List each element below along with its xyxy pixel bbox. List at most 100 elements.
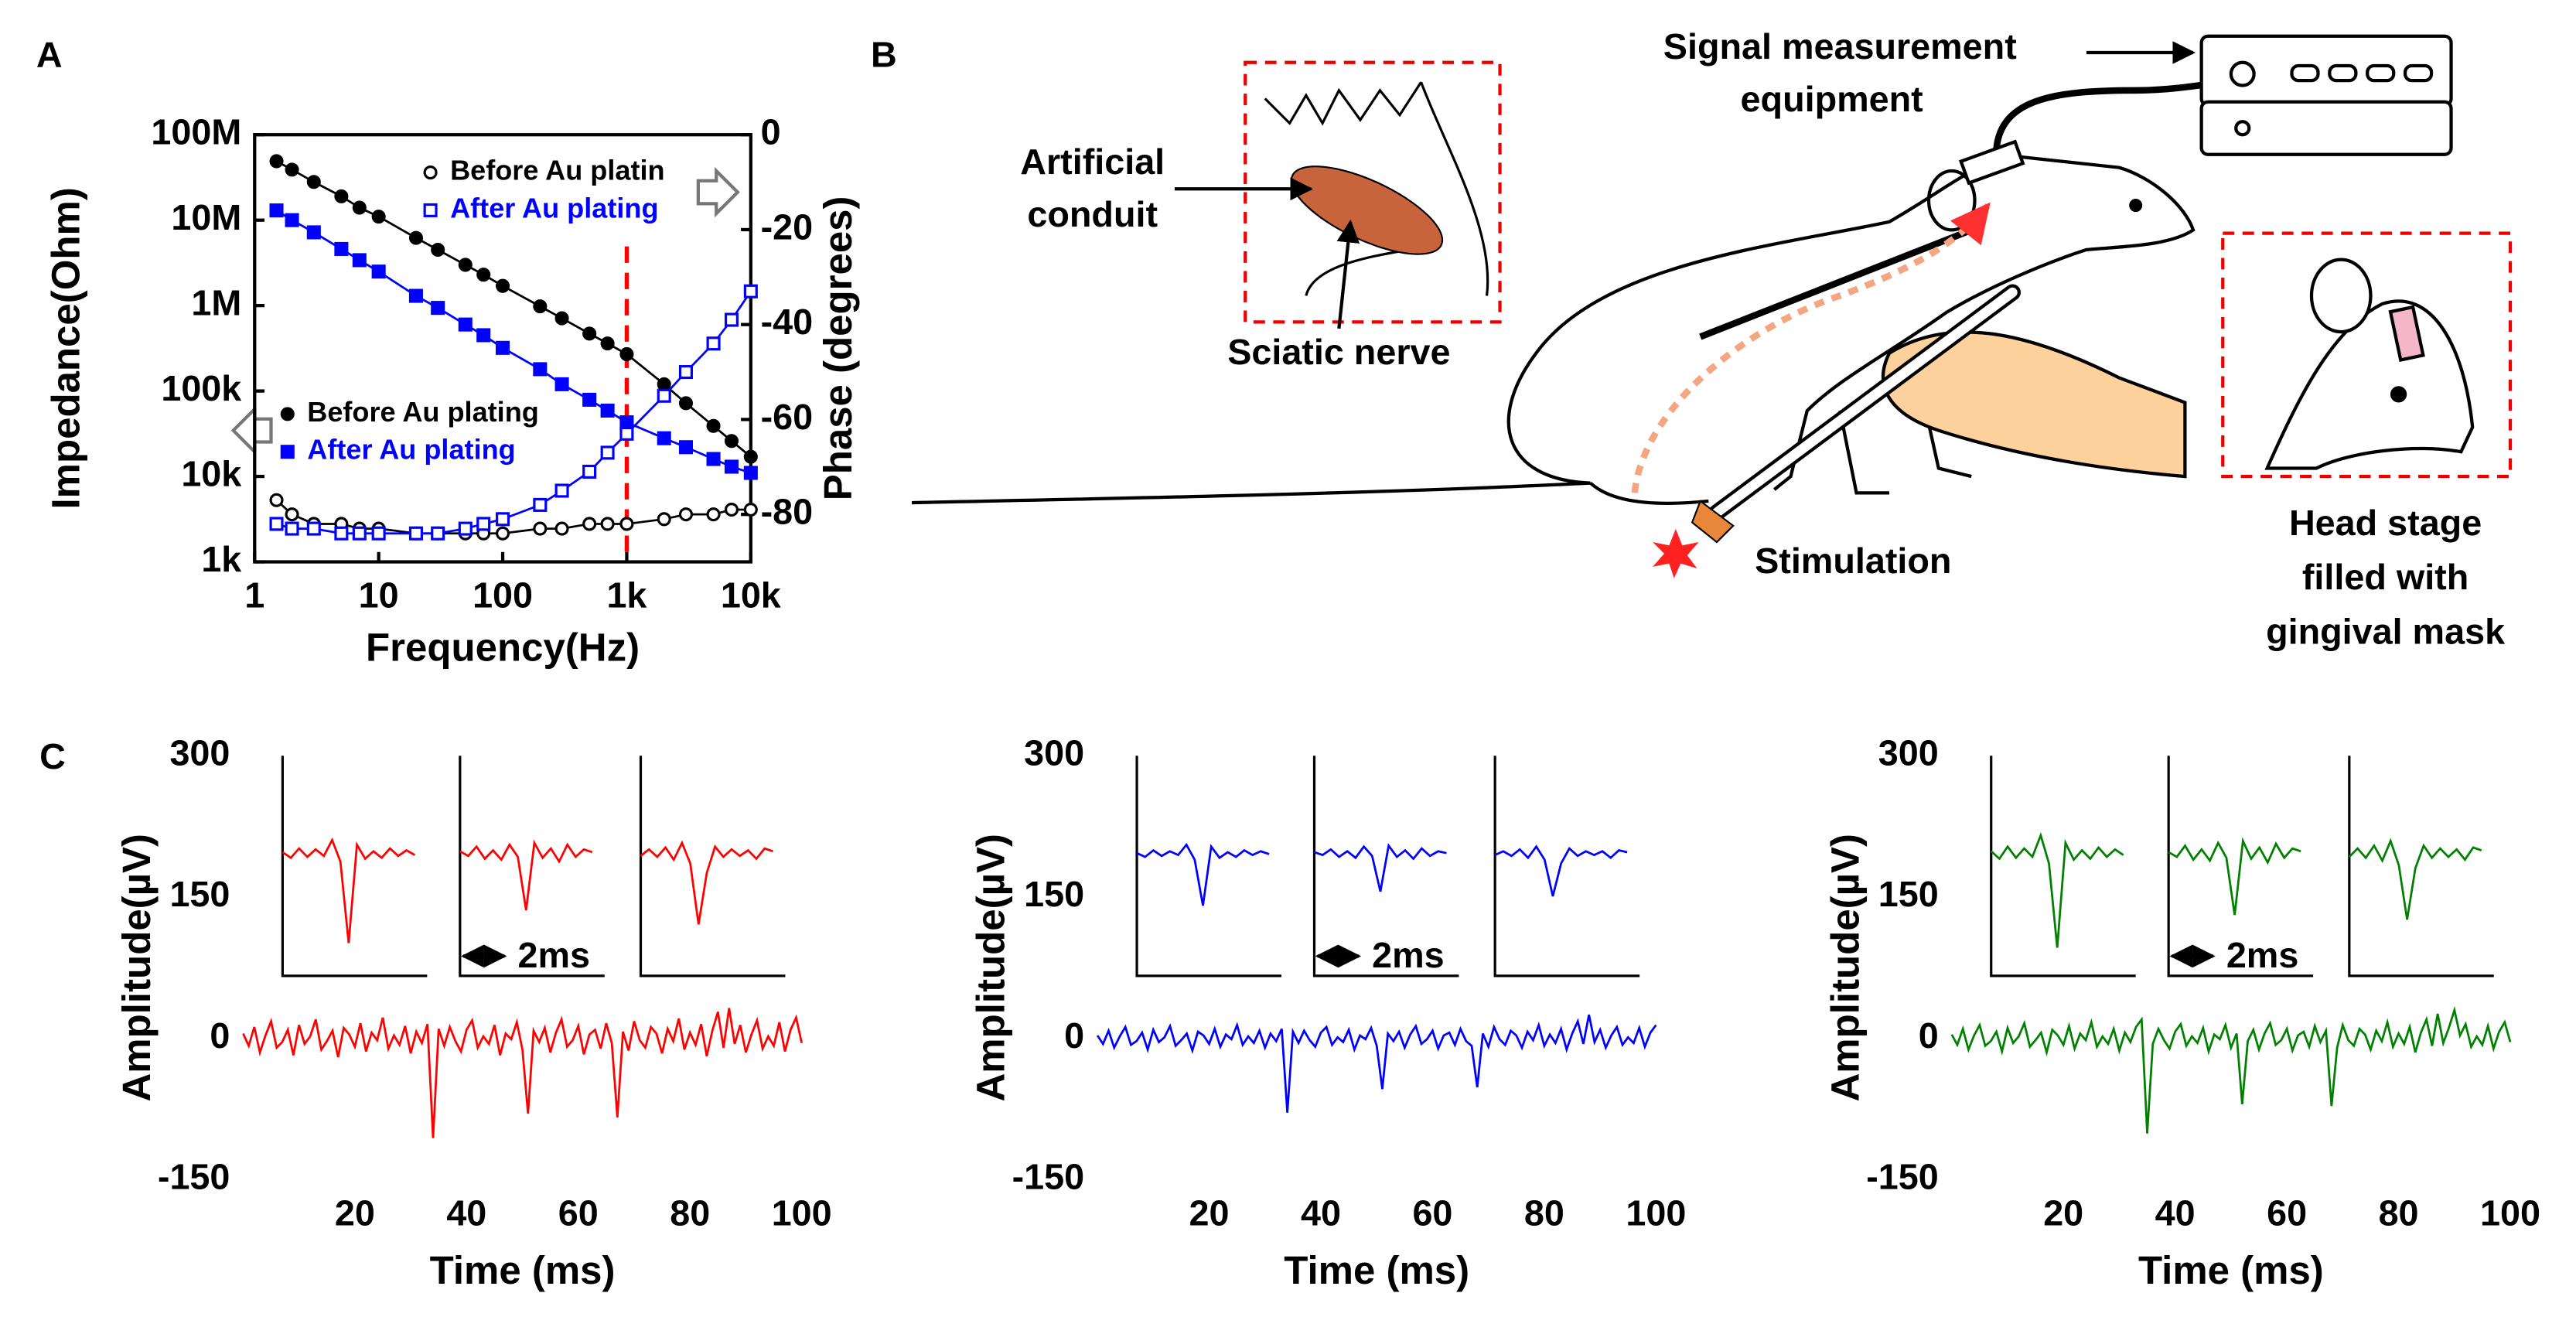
marker [334, 241, 349, 256]
scale-bar-label: 2ms [2226, 935, 2299, 975]
y-tick-label: 300 [1024, 733, 1084, 773]
panel-letter: A [36, 35, 63, 75]
signal-trace [1096, 1014, 1657, 1113]
y-tick-label: 10k [181, 453, 242, 493]
y2-tick-label: -40 [761, 302, 814, 342]
inset-axes [459, 756, 605, 977]
diagram-label: filled with [2302, 557, 2469, 597]
marker [678, 440, 693, 455]
x-tick-label: 20 [335, 1192, 375, 1233]
marker [743, 284, 758, 299]
marker [306, 521, 321, 536]
marker [706, 336, 721, 351]
inset-trace [1136, 842, 1270, 906]
inset-trace [1990, 831, 2124, 948]
y-tick-label: 150 [169, 874, 230, 914]
scale-bar-label: 2ms [1372, 935, 1445, 975]
marker [458, 258, 473, 272]
marker [458, 317, 473, 332]
marker [306, 225, 321, 240]
x-tick-label: 20 [1189, 1192, 1230, 1233]
marker [657, 431, 671, 445]
panel-letter: B [871, 35, 897, 75]
marker [533, 299, 548, 314]
y-tick-label: 1k [201, 539, 242, 579]
y-tick-label: 300 [1878, 733, 1939, 773]
nerve-tissue [1290, 165, 1444, 255]
marker [431, 242, 445, 258]
inset-axes [2348, 756, 2494, 977]
zoom-box [2221, 231, 2513, 479]
legend-label: Before Au platin [450, 155, 665, 186]
legend-marker [423, 165, 438, 180]
marker [408, 288, 423, 303]
y2-tick-label: 0 [761, 112, 781, 152]
x-tick-label: 10k [721, 575, 782, 616]
marker [554, 311, 569, 326]
diagram-label: Artificial [1020, 142, 1165, 182]
axis-arrow [230, 404, 273, 456]
y-tick-label: -150 [1866, 1157, 1939, 1197]
marker [706, 507, 721, 522]
legend-label: After Au plating [307, 434, 515, 466]
panel-letter: C [39, 736, 66, 776]
inset-axes [281, 756, 428, 977]
marker [285, 162, 299, 177]
x-tick-label: 40 [2155, 1192, 2196, 1233]
y-tick-label: 300 [169, 733, 230, 773]
marker [371, 210, 386, 224]
marker [306, 175, 321, 189]
diagram-label: Sciatic nerve [1227, 332, 1450, 372]
x-tick-label: 40 [1301, 1192, 1341, 1233]
legend-marker [280, 407, 295, 421]
marker [285, 507, 299, 522]
marker [496, 526, 510, 541]
marker [269, 203, 284, 218]
marker [678, 365, 693, 380]
marker [724, 312, 739, 327]
y-tick-label: 0 [210, 1015, 230, 1056]
x-axis-label: Time (ms) [430, 1248, 616, 1292]
inset-trace [2348, 838, 2482, 920]
marker [582, 326, 597, 341]
marker [582, 464, 597, 479]
zoom-box [1244, 60, 1502, 324]
y-tick-label: 150 [1878, 874, 1939, 914]
x-tick-label: 60 [1412, 1192, 1452, 1233]
marker [371, 526, 386, 541]
marker [269, 154, 284, 169]
inset-axes [1135, 756, 1282, 977]
diagram-label: equipment [1741, 79, 1923, 119]
marker [285, 521, 299, 536]
marker [706, 452, 721, 466]
marker [496, 278, 510, 293]
y-axis-label: Amplitude(µV) [114, 834, 159, 1101]
marker [554, 521, 569, 536]
y-axis-label: Impedance(Ohm) [44, 187, 88, 509]
pointer [1336, 219, 1360, 329]
legend-label: Before Au plating [307, 396, 539, 428]
inset-axes [1312, 756, 1459, 977]
fur [1264, 81, 1422, 126]
marker [600, 445, 615, 460]
signal-path [1631, 202, 1991, 493]
x-tick-label: 100 [1626, 1192, 1686, 1233]
x-tick-label: 80 [1524, 1192, 1564, 1233]
inset-axes [639, 756, 786, 977]
inset-axes [1990, 756, 2136, 977]
marker [285, 213, 299, 227]
marker [554, 483, 569, 498]
marker [657, 388, 671, 403]
y2-axis-label: Phase (degrees) [816, 196, 860, 500]
y-tick-label: 100k [161, 368, 242, 408]
marker [600, 336, 615, 351]
marker [352, 526, 367, 541]
hand [1881, 330, 2187, 479]
marker [476, 517, 491, 531]
y2-tick-label: -20 [761, 206, 814, 247]
marker [657, 512, 671, 527]
inset-trace [2168, 837, 2301, 916]
x-axis-label: Time (ms) [2138, 1248, 2324, 1292]
marker [269, 517, 284, 531]
marker [743, 449, 758, 464]
